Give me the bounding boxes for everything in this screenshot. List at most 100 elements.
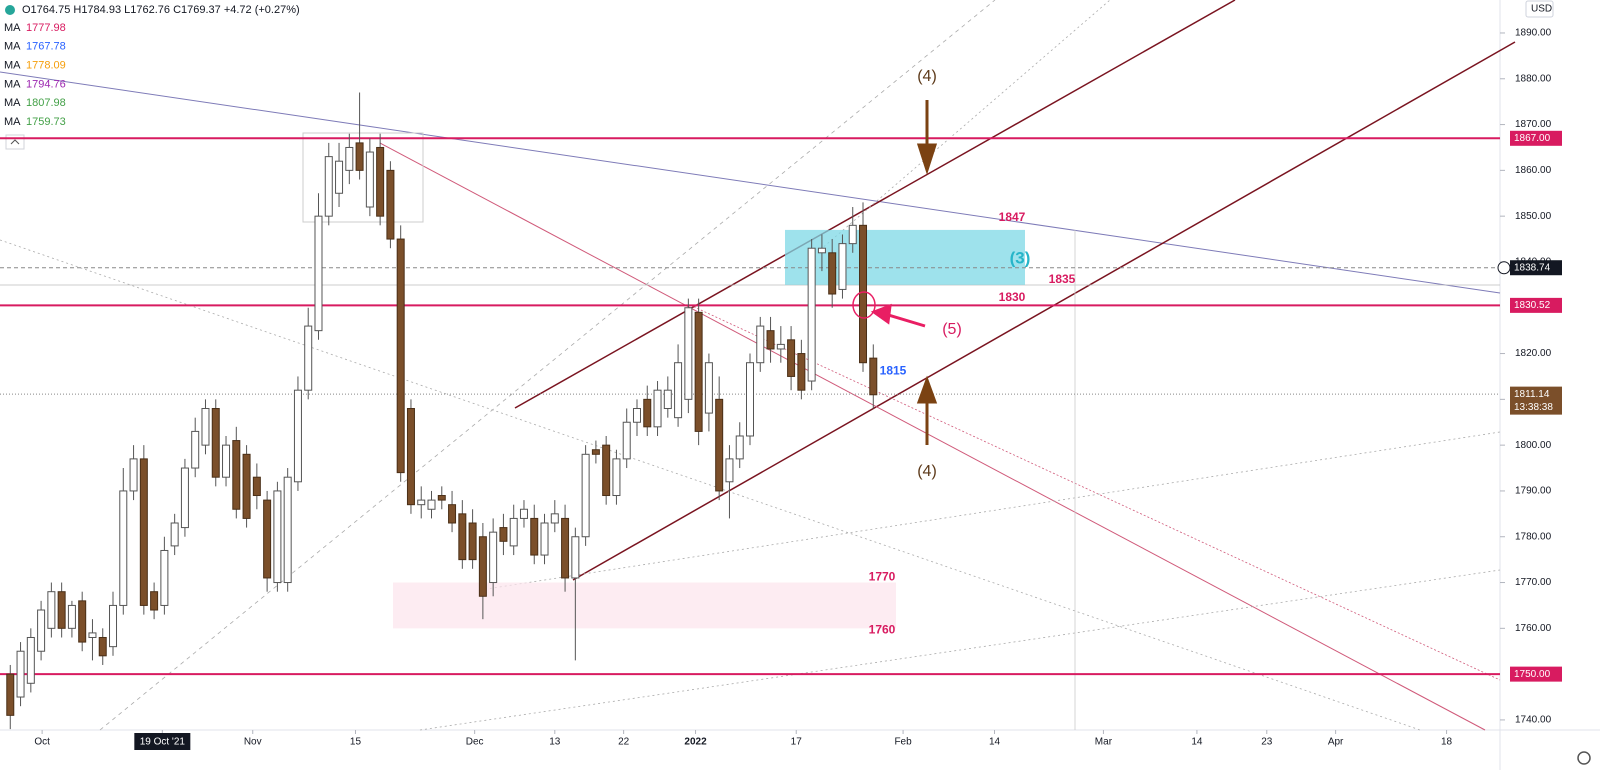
trend-line [0, 239, 1421, 731]
currency: USD [1531, 4, 1552, 15]
x-tick-label: 17 [791, 737, 803, 748]
candle-body [684, 307, 693, 400]
wave-label: (5) [942, 321, 962, 338]
arrow-down [916, 100, 938, 175]
x-tick-label: Apr [1328, 737, 1344, 748]
x-tick-label: 15 [350, 737, 362, 748]
price-tag-label: 1830.52 [1514, 300, 1551, 311]
candle-body [324, 156, 333, 217]
x-tick-label: 14 [1191, 737, 1203, 748]
candle-body [561, 517, 570, 579]
y-tick-label: 1800.00 [1515, 440, 1552, 451]
candle-body [776, 343, 785, 350]
candle-body [139, 458, 148, 606]
price-tag-time: 13:38:38 [1514, 402, 1553, 413]
candle-body [355, 142, 364, 171]
y-tick-label: 1890.00 [1515, 28, 1552, 39]
candle-body [335, 160, 344, 194]
candle-body [581, 453, 590, 538]
price-tag [1510, 386, 1562, 415]
ma-label: MA [4, 60, 21, 72]
candle-body [201, 408, 210, 446]
candle-body [746, 362, 754, 437]
price-tag [1510, 297, 1562, 313]
ma-label: MA [4, 78, 21, 90]
candle-body [869, 357, 878, 396]
candle-body [57, 591, 66, 629]
price-tag-label: 1811.14 [1514, 389, 1550, 400]
y-tick-label: 1780.00 [1515, 531, 1552, 542]
ma-value: 1777.98 [26, 22, 66, 34]
y-tick-label: 1760.00 [1515, 623, 1552, 634]
y-tick-label: 1850.00 [1515, 211, 1552, 222]
candle-body [345, 146, 354, 171]
level-label: 1815 [880, 364, 907, 378]
ma-value: 1759.73 [26, 116, 66, 128]
candle-body [386, 169, 395, 240]
collapse-button[interactable] [5, 134, 25, 150]
level-label: 1830 [999, 290, 1026, 304]
candle-body [643, 398, 652, 428]
support-zone [393, 582, 896, 629]
trend-line [99, 0, 996, 731]
candle-body [735, 435, 744, 460]
price-tag-label: 1838.74 [1514, 262, 1551, 273]
candle-body [170, 522, 179, 547]
candle-body [787, 339, 796, 377]
candle-body [530, 517, 539, 556]
candle-body [417, 499, 426, 506]
wave-label: (3) [1010, 248, 1031, 267]
y-tick-label: 1820.00 [1515, 348, 1552, 359]
trend-line [479, 431, 1501, 591]
range-box [302, 132, 424, 223]
candle-body [98, 636, 107, 657]
ma-value: 1778.09 [26, 60, 66, 72]
candle-body [67, 604, 76, 629]
settings-icon[interactable] [1577, 751, 1591, 765]
ma-value: 1767.78 [26, 41, 66, 53]
candle-body [602, 444, 611, 497]
x-tick-label: Dec [466, 737, 484, 748]
candle-body [458, 513, 467, 561]
candle-body [252, 476, 261, 497]
candle-body [283, 476, 292, 584]
candle-body [715, 398, 724, 492]
candle-body [314, 215, 323, 332]
ohlc-header: O1764.75 H1784.93 L1762.76 C1769.37 +4.7… [22, 4, 300, 16]
level-label: 1847 [999, 210, 1026, 224]
candle-body [427, 499, 436, 510]
candle-body [468, 522, 477, 561]
currency-button[interactable] [1525, 0, 1554, 18]
candle-body [273, 490, 282, 584]
candle-body [304, 325, 313, 391]
candle-body [293, 389, 302, 483]
candle-body [828, 252, 837, 295]
trend-line [514, 0, 1236, 409]
arrow-left [870, 303, 926, 328]
candle-body [78, 600, 87, 643]
x-tick-label: 13 [549, 737, 561, 748]
price-tag-label: 1867.00 [1514, 133, 1551, 144]
trend-line [379, 142, 1486, 731]
trend-line [689, 304, 1501, 681]
candle-body [211, 408, 220, 478]
candle-body [489, 531, 498, 584]
candle-body [16, 650, 25, 698]
candle-body [448, 504, 457, 524]
highlight-circle [852, 291, 876, 319]
plot-area [0, 0, 1516, 731]
candle-body [180, 467, 189, 529]
level-label: 1760 [869, 623, 896, 637]
candle-body [591, 449, 600, 455]
candle-body [519, 508, 528, 519]
candle-body [807, 247, 816, 382]
ma-label: MA [4, 97, 21, 109]
trend-line [819, 0, 1111, 251]
candle-body [756, 325, 765, 364]
trend-line [0, 71, 1501, 294]
trend-line [419, 569, 1501, 731]
candle-body [191, 430, 200, 469]
price-tag [1510, 666, 1562, 682]
candle-body [478, 536, 487, 597]
